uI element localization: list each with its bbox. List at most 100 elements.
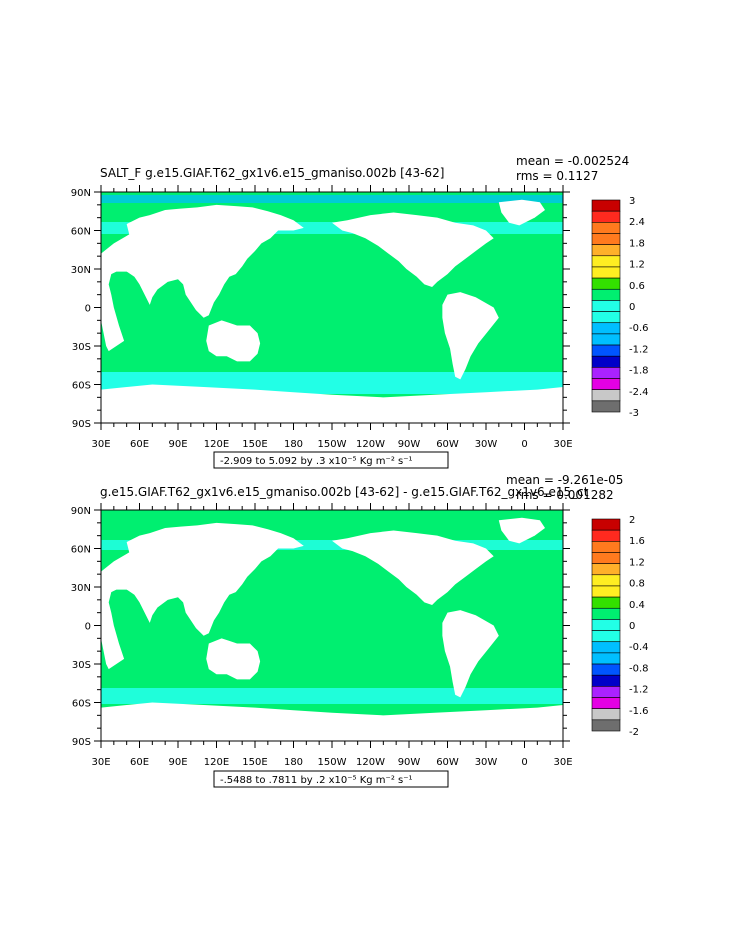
colorbar-swatch: [591, 344, 621, 357]
ytick-label: 90S: [72, 737, 91, 748]
colorbar-swatch: [591, 652, 621, 665]
colorbar-swatch: [591, 686, 621, 698]
colorbar-swatch: [591, 697, 621, 709]
colorbar-swatch: [591, 277, 621, 290]
top-map-panel: SALT_F g.e15.GIAF.T62_gx1v6.e15_gmaniso.…: [71, 154, 649, 469]
top-range-box: [213, 451, 449, 469]
ytick-label: 60N: [71, 227, 91, 238]
colorbar-label: -0.8: [629, 663, 649, 674]
colorbar-swatch: [591, 389, 621, 402]
top-map-title: SALT_F g.e15.GIAF.T62_gx1v6.e15_gmaniso.…: [100, 166, 444, 180]
colorbar-swatch: [591, 199, 621, 212]
xtick-label: 150E: [242, 757, 267, 768]
bottom-map-arctic-band: [101, 540, 563, 550]
top-colorbar: 3 2.4 1.8 1.2 0.6 0 -0.6 -1.2 -1.8 -2.4 -3: [591, 196, 649, 419]
xtick-label: 0: [521, 757, 527, 768]
bottom-map-ticks: 30E 60E 90E 120E 150E 180 150W 120W 90W 60W 30W 0 30…: [71, 503, 573, 768]
colorbar-swatch: [591, 663, 621, 676]
colorbar-label: 1.8: [629, 238, 645, 249]
ytick-label: 60S: [72, 381, 91, 392]
ytick-label: 60S: [72, 699, 91, 710]
colorbar-swatch: [591, 552, 621, 564]
colorbar-swatch: [591, 596, 621, 609]
colorbar-label: 0: [629, 621, 635, 632]
colorbar-label: -2.4: [629, 387, 649, 398]
xtick-label: 90E: [168, 757, 187, 768]
colorbar-label: 1.2: [629, 260, 645, 271]
bottom-map-rms: rms = 0.001282: [516, 488, 614, 502]
xtick-label: 30E: [91, 757, 110, 768]
ytick-label: 30S: [72, 660, 91, 671]
colorbar-swatch: [591, 641, 621, 654]
xtick-label: 60E: [130, 757, 149, 768]
xtick-label: 60W: [436, 439, 459, 450]
bottom-map-mean: mean = -9.261e-05: [506, 473, 623, 487]
colorbar-swatch: [591, 541, 621, 553]
bottom-map-plot-area: 30E 60E 90E 120E 150E 180 150W 120W 90W 60W 30W 0 30…: [71, 503, 573, 768]
colorbar-label: 0: [629, 302, 635, 313]
bottom-range-note: -.5488 to .7811 by .2 x10⁻⁵ Kg m⁻² s⁻¹: [220, 775, 413, 786]
colorbar-label: 2: [629, 515, 635, 526]
xtick-label: 60W: [436, 757, 459, 768]
top-map-mean: mean = -0.002524: [516, 154, 629, 168]
colorbar-label: 3: [629, 196, 635, 207]
colorbar-label: -0.6: [629, 323, 649, 334]
xtick-label: 90E: [168, 439, 187, 450]
colorbar-label: -1.2: [629, 344, 649, 355]
xtick-label: 150W: [318, 439, 347, 450]
ytick-label: 90S: [72, 419, 91, 430]
ytick-label: 0: [85, 304, 91, 315]
colorbar-swatch: [591, 719, 621, 732]
colorbar-swatch: [591, 563, 621, 576]
colorbar-swatch: [591, 322, 621, 335]
xtick-label: 30E: [553, 439, 572, 450]
top-map-plot-area: 30E 60E 90E 120E 150E 180 150W 120W 90W 60W 30W 0 30…: [71, 185, 573, 450]
xtick-label: 90W: [398, 439, 421, 450]
xtick-label: 90W: [398, 757, 421, 768]
xtick-label: 30W: [475, 757, 498, 768]
bottom-map-southern-band: [101, 688, 563, 704]
colorbar-label: 1.2: [629, 557, 645, 568]
colorbar-label: -0.4: [629, 642, 649, 653]
xtick-label: 30E: [553, 757, 572, 768]
xtick-label: 120E: [204, 439, 229, 450]
bottom-map-title: g.e15.GIAF.T62_gx1v6.e15_gmaniso.002b [4…: [100, 485, 589, 499]
colorbar-swatch: [591, 630, 621, 643]
colorbar-swatch: [591, 288, 621, 301]
colorbar-label: 1.6: [629, 536, 645, 547]
colorbar-swatch: [591, 355, 621, 368]
colorbar-label: -2: [629, 727, 639, 738]
ytick-label: 30S: [72, 342, 91, 353]
xtick-label: 180: [284, 757, 303, 768]
colorbar-swatch: [591, 574, 621, 587]
colorbar-swatch: [591, 233, 621, 245]
colorbar-swatch: [591, 518, 621, 531]
colorbar-swatch: [591, 311, 621, 324]
colorbar-swatch: [591, 300, 621, 312]
colorbar-swatch: [591, 367, 621, 379]
colorbar-swatch: [591, 619, 621, 631]
colorbar-swatch: [591, 210, 621, 223]
ytick-label: 30N: [71, 583, 91, 594]
colorbar-swatch: [591, 255, 621, 268]
colorbar-swatch: [591, 674, 621, 687]
colorbar-label: -1.8: [629, 366, 649, 377]
xtick-label: 120W: [356, 757, 385, 768]
xtick-label: 150W: [318, 757, 347, 768]
colorbar-label: -3: [629, 408, 639, 419]
colorbar-swatch: [591, 266, 621, 279]
bottom-colorbar: 2 1.6 1.2 0.8 0.4 0 -0.4 -0.8 -1.2 -1.6 -2: [591, 515, 649, 738]
colorbar-label: -1.6: [629, 706, 649, 717]
top-range-note: -2.909 to 5.092 by .3 x10⁻⁵ Kg m⁻² s⁻¹: [220, 456, 413, 467]
colorbar-label: 0.4: [629, 600, 645, 611]
xtick-label: 0: [521, 439, 527, 450]
colorbar-swatch: [591, 607, 621, 620]
ytick-label: 90N: [71, 506, 91, 517]
colorbar-label: -1.2: [629, 685, 649, 696]
xtick-label: 150E: [242, 439, 267, 450]
colorbar-swatch: [591, 529, 621, 542]
colorbar-swatch: [591, 222, 621, 234]
ytick-label: 0: [85, 622, 91, 633]
bottom-range-box: [213, 770, 449, 788]
xtick-label: 120W: [356, 439, 385, 450]
